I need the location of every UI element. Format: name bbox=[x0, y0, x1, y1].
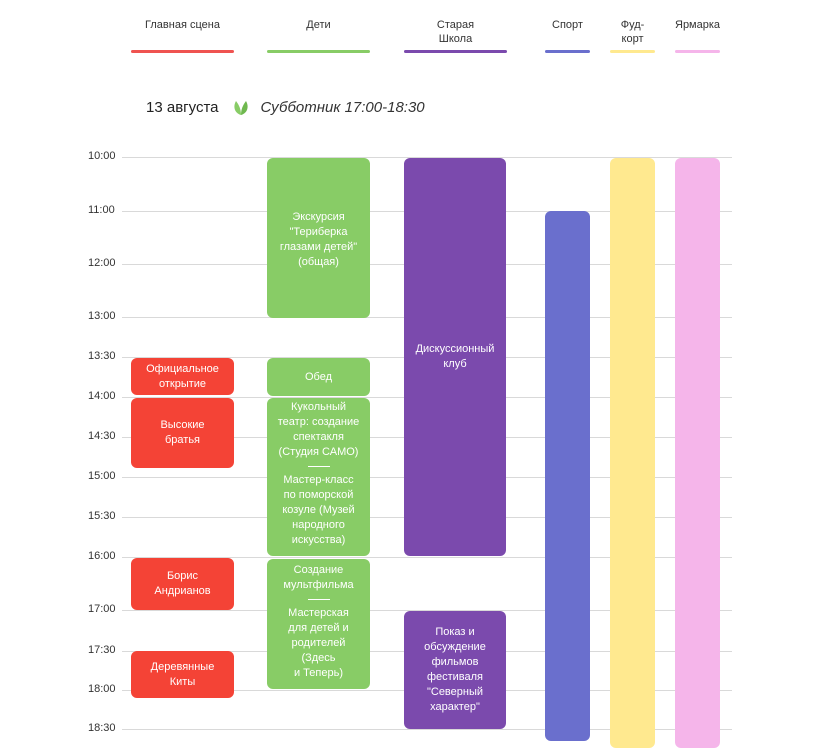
event-block-fair[interactable] bbox=[675, 158, 720, 748]
time-label: 14:00 bbox=[88, 390, 116, 402]
event-line: "Териберка bbox=[289, 226, 348, 238]
event-puppet: Кукольный театр: создание спектакля (Сту… bbox=[278, 400, 359, 460]
column-color-bar bbox=[131, 50, 234, 53]
date-row: 13 августа Субботник 17:00-18:30 bbox=[146, 96, 425, 118]
time-label: 17:00 bbox=[88, 603, 116, 615]
column-color-bar bbox=[545, 50, 590, 53]
event-line: Официальное bbox=[146, 362, 219, 375]
column-color-bar bbox=[675, 50, 720, 53]
event-line: козуле (Музей bbox=[282, 504, 355, 516]
event-block-kids-cartoon-workshop[interactable]: Создание мультфильма Мастерская для дете… bbox=[267, 559, 370, 689]
event-line: фестиваля bbox=[426, 671, 484, 683]
column-color-bar bbox=[404, 50, 507, 53]
event-block-oldschool-films[interactable]: Показ и обсуждение фильмов фестиваля "Се… bbox=[404, 611, 506, 729]
event-line: открытие bbox=[158, 377, 207, 390]
column-label: Ярмарка bbox=[675, 19, 721, 31]
column-label: Старая Школа bbox=[436, 19, 475, 45]
event-workshop: Мастерская для детей и родителей (Здесь … bbox=[288, 606, 349, 681]
event-separator bbox=[307, 466, 330, 467]
event-line: (общая) bbox=[298, 256, 339, 268]
event-line: для детей и bbox=[288, 622, 349, 634]
event-line: Дискуссионный bbox=[415, 343, 495, 355]
event-line: характер" bbox=[430, 701, 480, 713]
column-label: Фуд-корт bbox=[620, 19, 645, 45]
time-label: 16:00 bbox=[88, 550, 116, 562]
event-block-kids-puppet-master[interactable]: Кукольный театр: создание спектакля (Сту… bbox=[267, 398, 370, 556]
event-block-main-kity[interactable]: Деревянные Киты bbox=[131, 651, 234, 698]
event-line: фильмов bbox=[431, 656, 479, 668]
event-line: Высокие bbox=[160, 419, 205, 431]
event-block-main-boris[interactable]: Борис Андрианов bbox=[131, 558, 234, 610]
event-cartoon: Создание мультфильма bbox=[283, 563, 353, 593]
column-color-bar bbox=[267, 50, 370, 53]
event-line: глазами детей" bbox=[279, 241, 358, 253]
time-label: 11:00 bbox=[88, 204, 115, 216]
time-label: 13:00 bbox=[88, 310, 116, 322]
time-label: 14:30 bbox=[88, 430, 116, 442]
event-line: и Теперь) bbox=[293, 667, 343, 679]
column-color-bar bbox=[610, 50, 655, 53]
event-line: по поморской bbox=[283, 489, 354, 501]
event-line: Киты bbox=[169, 675, 196, 688]
event-line: Создание bbox=[293, 564, 344, 576]
event-line: клуб bbox=[443, 358, 467, 370]
time-gridline bbox=[122, 610, 732, 611]
time-label: 15:00 bbox=[88, 470, 116, 482]
event-line: родителей bbox=[291, 637, 346, 649]
event-line: Борис bbox=[166, 570, 199, 582]
column-label: Главная сцена bbox=[145, 19, 220, 31]
event-line: народного bbox=[292, 519, 345, 531]
event-line: Деревянные bbox=[150, 660, 215, 673]
column-label: Спорт bbox=[552, 19, 583, 31]
time-label: 10:00 bbox=[88, 150, 116, 162]
event-title: Субботник 17:00-18:30 bbox=[260, 98, 425, 116]
time-label: 15:30 bbox=[88, 510, 116, 522]
event-line: мультфильма bbox=[283, 579, 354, 591]
column-label: Дети bbox=[306, 19, 331, 31]
event-line: обсуждение bbox=[424, 641, 486, 653]
time-label: 18:30 bbox=[88, 722, 116, 734]
event-line: (Студия САМО) bbox=[278, 446, 359, 458]
time-label: 18:00 bbox=[88, 683, 116, 695]
event-line: Обед bbox=[304, 370, 333, 383]
event-block-food[interactable] bbox=[610, 158, 655, 748]
event-line: "Северный bbox=[426, 686, 484, 698]
time-gridline bbox=[122, 557, 732, 558]
time-label: 12:00 bbox=[88, 257, 116, 269]
time-gridline bbox=[122, 157, 732, 158]
event-line: Мастер-класс bbox=[283, 474, 354, 486]
date-label: 13 августа bbox=[146, 98, 219, 116]
event-line: братья bbox=[164, 434, 201, 446]
time-gridline bbox=[122, 729, 732, 730]
event-block-sport[interactable] bbox=[545, 211, 590, 741]
event-block-oldschool-discussion[interactable]: Дискуссионный клуб bbox=[404, 158, 506, 556]
event-line: искусства) bbox=[291, 534, 346, 546]
event-line: Кукольный bbox=[291, 401, 346, 413]
time-label: 17:30 bbox=[88, 644, 116, 656]
event-line: Мастерская bbox=[288, 607, 349, 619]
event-block-kids-excursion[interactable]: Экскурсия "Териберка глазами детей" (общ… bbox=[267, 158, 370, 318]
event-line: театр: создание bbox=[277, 416, 360, 428]
event-separator bbox=[307, 599, 330, 600]
event-block-kids-lunch[interactable]: Обед bbox=[267, 358, 370, 396]
event-line: (Здесь bbox=[301, 652, 336, 664]
time-label: 13:30 bbox=[88, 350, 116, 362]
event-master: Мастер-класс по поморской козуле (Музей … bbox=[282, 473, 354, 548]
leaf-icon bbox=[233, 101, 248, 115]
event-line: Андрианов bbox=[154, 585, 211, 597]
event-block-main-opening[interactable]: Официальное открытие bbox=[131, 358, 234, 395]
event-line: Показ и bbox=[435, 626, 475, 638]
event-line: спектакля bbox=[293, 431, 344, 443]
event-line: Экскурсия bbox=[292, 211, 345, 223]
event-block-main-vysokie[interactable]: Высокие братья bbox=[131, 398, 234, 468]
